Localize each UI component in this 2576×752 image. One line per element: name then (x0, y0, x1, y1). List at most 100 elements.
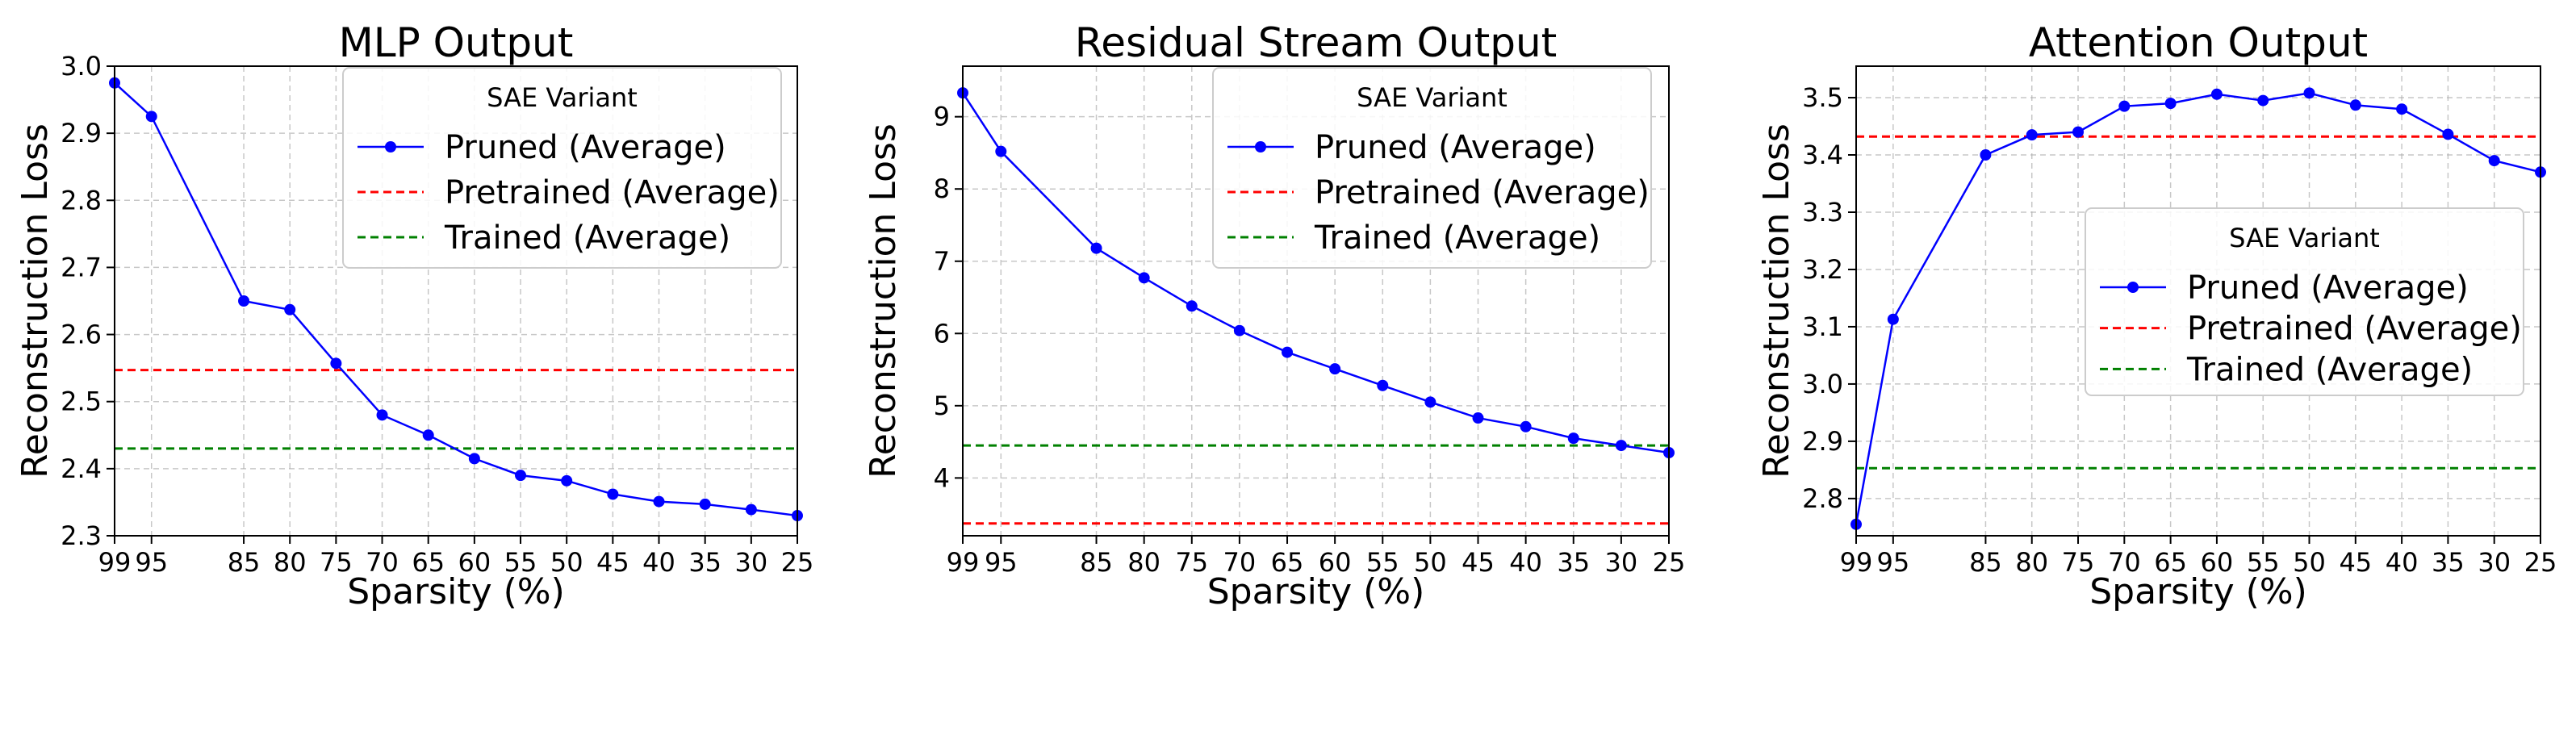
legend-marker-pruned (1255, 141, 1266, 152)
x-tick-label: 35 (2432, 547, 2465, 578)
pruned-data-point (2210, 88, 2223, 100)
x-tick-label: 40 (1509, 547, 1542, 578)
legend-marker-pruned (385, 141, 396, 152)
pruned-data-point (238, 295, 250, 307)
x-tick-label: 99 (98, 547, 132, 578)
x-tick-label: 80 (2015, 547, 2048, 578)
plot-frame (962, 65, 1670, 537)
pruned-data-point (653, 495, 665, 508)
x-tick-label: 35 (688, 547, 721, 578)
pruned-data-point (1520, 420, 1532, 432)
y-axis-label: Reconstruction Loss (15, 123, 56, 478)
pruned-data-point (284, 303, 296, 315)
x-tick-label: 45 (596, 547, 629, 578)
y-tick-label: 2.7 (61, 252, 102, 282)
x-tick-label: 55 (2247, 547, 2280, 578)
y-tick-label: 6 (934, 318, 950, 349)
legend-label: Pruned (Average) (445, 129, 726, 166)
pruned-data-point (1424, 396, 1436, 408)
x-tick-label: 85 (1969, 547, 2002, 578)
pruned-data-point (2257, 94, 2269, 107)
x-tick-label: 30 (734, 547, 767, 578)
pruned-data-point (1138, 272, 1150, 284)
x-tick-label: 25 (2524, 547, 2557, 578)
x-tick-label: 95 (135, 547, 168, 578)
y-tick-label: 3.0 (1802, 369, 1843, 399)
legend-marker-pruned (2127, 282, 2139, 293)
x-tick-label: 99 (947, 547, 980, 578)
x-tick-label: 45 (1462, 547, 1495, 578)
x-tick-label: 50 (1414, 547, 1447, 578)
x-tick-label: 40 (2386, 547, 2419, 578)
x-tick-label: 25 (781, 547, 814, 578)
pruned-data-point (145, 111, 157, 123)
pruned-data-point (1090, 242, 1102, 254)
legend: SAE Variant Pruned (Average) Pretrained (A… (1212, 67, 1652, 269)
chart-panel-2: 99 95 85 80 75 70 65 60 55 50 45 40 35 30 25456789Resi… (863, 19, 1685, 612)
y-tick-label: 3.5 (1802, 82, 1843, 113)
x-tick-label: 30 (1605, 547, 1638, 578)
legend-label: Pretrained (Average) (1315, 174, 1650, 211)
chart-title: MLP Output (339, 19, 574, 66)
y-tick-label: 2.8 (1802, 483, 1843, 514)
pruned-data-point (1282, 346, 1294, 358)
legend: SAE Variant Pruned (Average) Pretrained (A… (2085, 207, 2524, 396)
x-tick-label: 85 (1080, 547, 1113, 578)
y-tick-label: 2.9 (1802, 426, 1843, 457)
legend-label: Pruned (Average) (1315, 129, 1596, 166)
pruned-data-point (2488, 155, 2500, 167)
x-tick-label: 65 (1271, 547, 1304, 578)
x-tick-label: 70 (2108, 547, 2141, 578)
plot-frame (1855, 65, 2541, 537)
x-tick-label: 80 (1127, 547, 1160, 578)
chart-panel-3: 99 95 85 80 75 70 65 60 55 50 45 40 35 30 25 2.8 2.9 3.0 3… (1756, 19, 2557, 612)
y-tick-label: 3.0 (61, 51, 102, 81)
pruned-data-point (2164, 98, 2177, 110)
y-tick-label: 3.2 (1802, 254, 1843, 285)
pruned-data-point (561, 474, 573, 487)
pruned-data-point (2118, 100, 2131, 112)
pruned-data-point (1233, 324, 1245, 336)
x-axis-label: Sparsity (%) (1207, 571, 1424, 612)
pruned-data-point (1980, 149, 1992, 161)
pruned-data-point (2303, 87, 2315, 99)
legend-title: SAE Variant (487, 82, 638, 113)
legend: SAE Variant Pruned (Average) Pretrained (A… (342, 67, 782, 269)
x-tick-label: 60 (2201, 547, 2234, 578)
y-tick-label: 7 (934, 246, 950, 277)
y-tick-label: 2.4 (61, 453, 102, 484)
x-axis-label: Sparsity (%) (2089, 571, 2306, 612)
x-tick-label: 50 (2293, 547, 2326, 578)
pruned-data-point (1329, 363, 1341, 375)
pruned-data-point (2349, 99, 2361, 111)
pruned-data-point (2442, 128, 2454, 140)
chart-title: Attention Output (2029, 19, 2368, 66)
legend-label: Pretrained (Average) (445, 174, 780, 211)
pruned-data-point (376, 409, 388, 421)
legend-box (1212, 67, 1652, 269)
y-tick-label: 3.4 (1802, 140, 1843, 170)
pruned-data-point (2072, 126, 2085, 138)
pruned-data-point (1887, 313, 1899, 325)
legend-title: SAE Variant (1357, 82, 1508, 113)
x-tick-label: 60 (458, 547, 491, 578)
x-tick-label: 75 (320, 547, 353, 578)
pruned-data-point (699, 498, 711, 510)
x-tick-label: 55 (1366, 547, 1399, 578)
legend-title: SAE Variant (2229, 223, 2380, 253)
pruned-data-point (468, 453, 480, 465)
x-tick-label: 35 (1557, 547, 1590, 578)
x-tick-label: 75 (1175, 547, 1208, 578)
pruned-data-point (1186, 300, 1198, 312)
pruned-data-point (745, 503, 757, 516)
y-tick-label: 8 (934, 173, 950, 204)
legend-label: Trained (Average) (2186, 351, 2473, 388)
y-tick-label: 2.3 (61, 520, 102, 551)
pruned-data-point (515, 470, 527, 482)
x-tick-label: 85 (228, 547, 261, 578)
plot-frame (114, 65, 798, 537)
legend-label: Trained (Average) (444, 219, 730, 257)
pruned-data-point (607, 488, 619, 500)
y-tick-label: 2.6 (61, 320, 102, 350)
y-tick-label: 3.3 (1802, 197, 1843, 228)
